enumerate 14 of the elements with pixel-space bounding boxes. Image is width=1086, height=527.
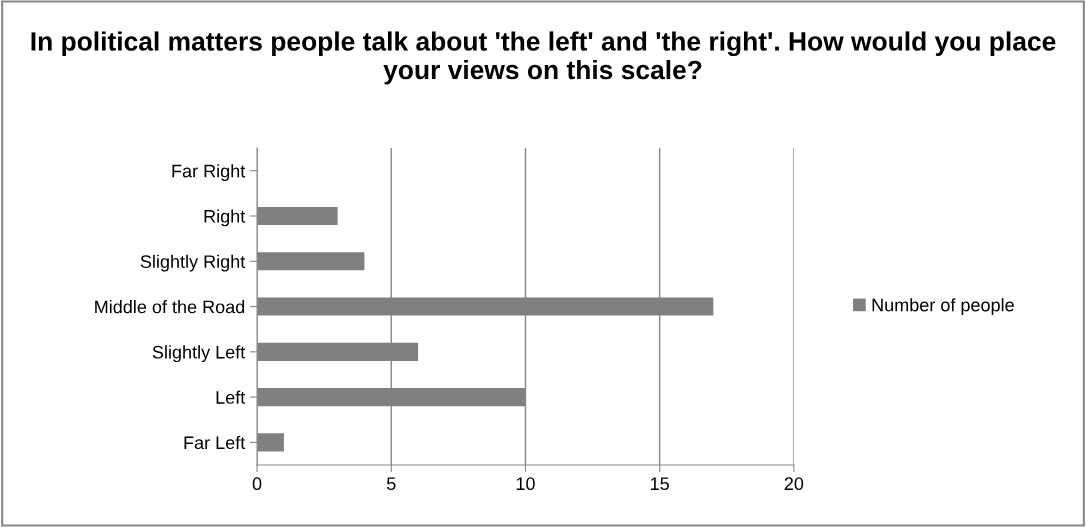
y-tick-label: Slightly Right bbox=[140, 254, 246, 272]
x-tick-label: 10 bbox=[516, 477, 535, 491]
y-tick-label: Right bbox=[204, 209, 246, 227]
x-tick-label: 0 bbox=[252, 477, 262, 491]
y-tick-label: Middle of the Road bbox=[95, 300, 245, 314]
x-tick-label: 20 bbox=[784, 477, 804, 491]
y-tick-label: Far Left bbox=[184, 435, 246, 450]
legend-label: Number of people bbox=[872, 298, 1014, 315]
chart-title: In political matters people talk about 'the left' and 'the right'. How would you place your views on this scale? bbox=[31, 31, 1056, 85]
x-tick-label: 5 bbox=[386, 477, 396, 491]
y-tick-label: Far Right bbox=[172, 164, 246, 182]
y-tick-label: Slightly Left bbox=[152, 345, 246, 363]
y-tick-label: Left bbox=[216, 390, 246, 404]
x-tick-label: 15 bbox=[651, 477, 669, 491]
